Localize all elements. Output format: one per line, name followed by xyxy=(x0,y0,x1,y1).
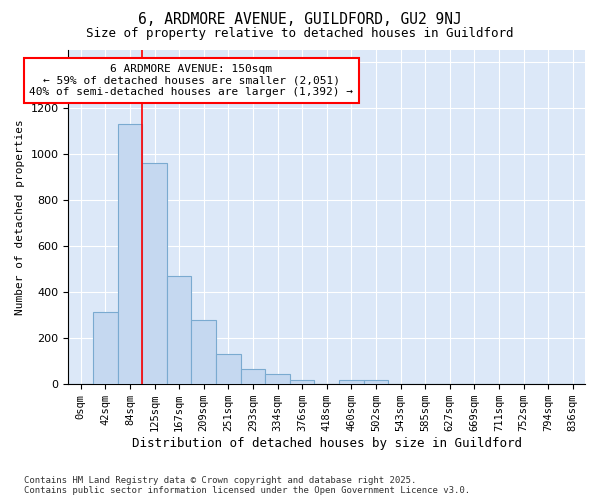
Bar xyxy=(216,354,241,384)
Bar xyxy=(339,380,364,384)
Text: 6, ARDMORE AVENUE, GUILDFORD, GU2 9NJ: 6, ARDMORE AVENUE, GUILDFORD, GU2 9NJ xyxy=(138,12,462,28)
Bar xyxy=(364,380,388,384)
Text: Size of property relative to detached houses in Guildford: Size of property relative to detached ho… xyxy=(86,28,514,40)
Bar xyxy=(265,374,290,384)
Bar xyxy=(93,312,118,384)
Bar xyxy=(142,163,167,384)
Bar xyxy=(241,369,265,384)
Text: Contains HM Land Registry data © Crown copyright and database right 2025.
Contai: Contains HM Land Registry data © Crown c… xyxy=(24,476,470,495)
Y-axis label: Number of detached properties: Number of detached properties xyxy=(15,119,25,315)
Bar xyxy=(191,320,216,384)
X-axis label: Distribution of detached houses by size in Guildford: Distribution of detached houses by size … xyxy=(132,437,522,450)
Bar xyxy=(290,380,314,384)
Bar xyxy=(167,276,191,384)
Text: 6 ARDMORE AVENUE: 150sqm
← 59% of detached houses are smaller (2,051)
40% of sem: 6 ARDMORE AVENUE: 150sqm ← 59% of detach… xyxy=(29,64,353,97)
Bar xyxy=(118,124,142,384)
